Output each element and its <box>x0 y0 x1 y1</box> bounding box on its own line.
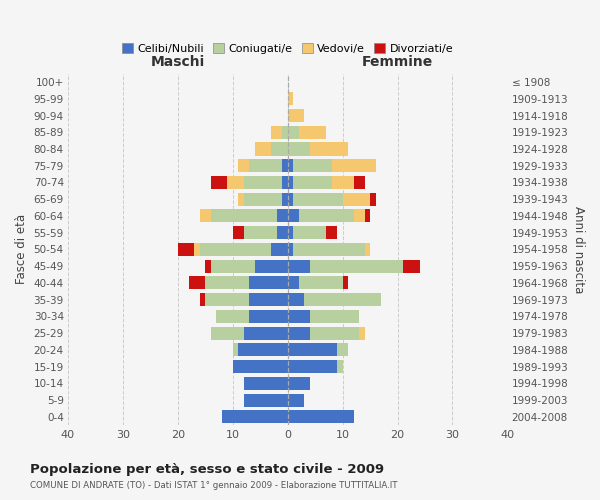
Bar <box>293 176 332 189</box>
Bar <box>238 192 244 206</box>
Bar <box>343 276 348 289</box>
Bar <box>216 310 249 323</box>
Bar <box>310 326 359 340</box>
Bar <box>277 226 287 239</box>
Bar <box>287 276 299 289</box>
Bar <box>287 344 337 356</box>
Bar <box>359 326 365 340</box>
Bar <box>194 243 200 256</box>
Bar <box>282 192 287 206</box>
Bar <box>299 210 353 222</box>
Bar <box>249 159 282 172</box>
Bar <box>282 176 287 189</box>
Bar <box>332 176 353 189</box>
Bar <box>205 260 211 272</box>
Bar <box>332 159 376 172</box>
Bar <box>200 210 211 222</box>
Bar <box>271 243 287 256</box>
Bar <box>244 326 287 340</box>
Bar <box>249 293 287 306</box>
Text: Femmine: Femmine <box>362 54 433 68</box>
Bar <box>287 92 293 106</box>
Bar <box>271 126 282 139</box>
Bar <box>287 159 293 172</box>
Bar <box>287 176 293 189</box>
Bar <box>271 142 287 156</box>
Bar <box>287 126 299 139</box>
Bar <box>287 142 310 156</box>
Bar <box>282 126 287 139</box>
Bar <box>200 243 271 256</box>
Bar <box>244 226 277 239</box>
Text: Popolazione per età, sesso e stato civile - 2009: Popolazione per età, sesso e stato civil… <box>30 462 384 475</box>
Bar <box>310 142 348 156</box>
Text: COMUNE DI ANDRATE (TO) - Dati ISTAT 1° gennaio 2009 - Elaborazione TUTTITALIA.IT: COMUNE DI ANDRATE (TO) - Dati ISTAT 1° g… <box>30 481 398 490</box>
Bar <box>365 210 370 222</box>
Bar <box>227 176 244 189</box>
Bar <box>238 159 249 172</box>
Bar <box>222 410 287 424</box>
Bar <box>287 293 304 306</box>
Bar <box>205 293 249 306</box>
Bar <box>255 142 271 156</box>
Bar <box>238 344 287 356</box>
Bar <box>353 176 365 189</box>
Bar <box>287 192 293 206</box>
Y-axis label: Anni di nascita: Anni di nascita <box>572 206 585 293</box>
Bar <box>178 243 194 256</box>
Bar <box>299 126 326 139</box>
Bar <box>310 310 359 323</box>
Bar <box>211 210 277 222</box>
Bar <box>233 360 287 373</box>
Bar <box>287 243 293 256</box>
Bar <box>287 210 299 222</box>
Bar <box>293 243 365 256</box>
Bar <box>370 192 376 206</box>
Bar <box>293 159 332 172</box>
Bar <box>337 344 348 356</box>
Bar <box>293 192 343 206</box>
Bar <box>244 394 287 406</box>
Bar <box>211 260 255 272</box>
Bar <box>326 226 337 239</box>
Bar <box>244 192 282 206</box>
Bar <box>293 226 326 239</box>
Bar <box>249 276 287 289</box>
Bar <box>233 226 244 239</box>
Legend: Celibi/Nubili, Coniugati/e, Vedovi/e, Divorziati/e: Celibi/Nubili, Coniugati/e, Vedovi/e, Di… <box>118 39 458 58</box>
Bar <box>200 293 205 306</box>
Bar <box>343 192 370 206</box>
Bar <box>287 360 337 373</box>
Bar <box>310 260 403 272</box>
Bar <box>287 260 310 272</box>
Bar <box>211 176 227 189</box>
Bar <box>287 377 310 390</box>
Bar <box>365 243 370 256</box>
Bar <box>249 310 287 323</box>
Y-axis label: Fasce di età: Fasce di età <box>15 214 28 284</box>
Bar <box>353 210 365 222</box>
Bar <box>287 394 304 406</box>
Bar <box>189 276 205 289</box>
Bar <box>287 410 353 424</box>
Bar <box>282 159 287 172</box>
Text: Maschi: Maschi <box>151 54 205 68</box>
Bar <box>287 109 304 122</box>
Bar <box>277 210 287 222</box>
Bar <box>287 226 293 239</box>
Bar <box>304 293 381 306</box>
Bar <box>337 360 343 373</box>
Bar <box>403 260 419 272</box>
Bar <box>299 276 343 289</box>
Bar <box>205 276 249 289</box>
Bar <box>287 310 310 323</box>
Bar <box>211 326 244 340</box>
Bar <box>244 176 282 189</box>
Bar <box>287 326 310 340</box>
Bar <box>233 344 238 356</box>
Bar <box>255 260 287 272</box>
Bar <box>244 377 287 390</box>
